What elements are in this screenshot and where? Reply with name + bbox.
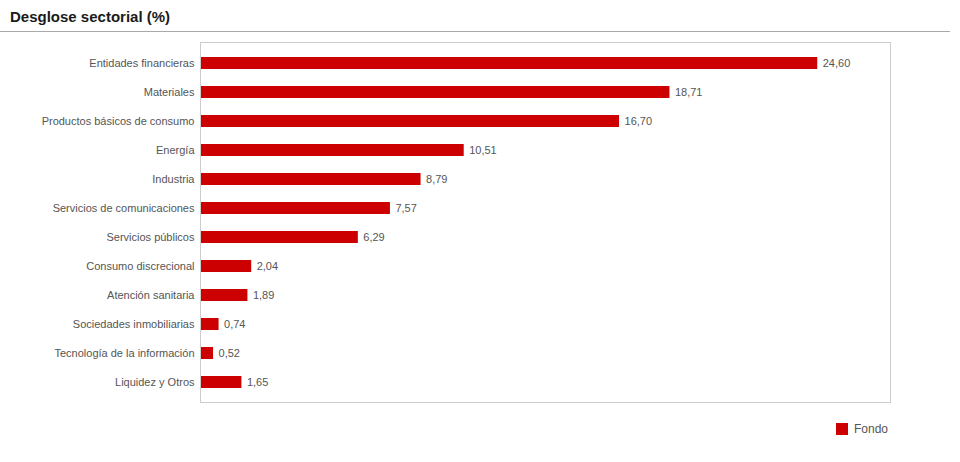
svg-text:10,51: 10,51 — [469, 144, 497, 156]
svg-text:Atención sanitaria: Atención sanitaria — [107, 289, 195, 301]
svg-text:Entidades financieras: Entidades financieras — [89, 57, 195, 69]
svg-text:Servicios de comunicaciones: Servicios de comunicaciones — [53, 202, 195, 214]
svg-text:16,70: 16,70 — [625, 115, 653, 127]
svg-text:Materiales: Materiales — [144, 86, 195, 98]
svg-text:0,52: 0,52 — [219, 347, 240, 359]
svg-text:Industria: Industria — [152, 173, 195, 185]
svg-text:0,74: 0,74 — [224, 318, 245, 330]
svg-text:24,60: 24,60 — [823, 57, 851, 69]
svg-text:Consumo discrecional: Consumo discrecional — [86, 260, 194, 272]
svg-text:8,79: 8,79 — [426, 173, 447, 185]
svg-text:Energía: Energía — [156, 144, 195, 156]
svg-text:Servicios públicos: Servicios públicos — [106, 231, 195, 243]
svg-text:Liquidez y Otros: Liquidez y Otros — [115, 376, 195, 388]
svg-text:1,65: 1,65 — [247, 376, 268, 388]
svg-text:Sociedades inmobiliarias: Sociedades inmobiliarias — [73, 318, 195, 330]
svg-text:Tecnología de la información: Tecnología de la información — [54, 347, 194, 359]
svg-text:2,04: 2,04 — [257, 260, 278, 272]
svg-text:Productos básicos de consumo: Productos básicos de consumo — [42, 115, 195, 127]
html-text:Fondo: Fondo — [854, 421, 888, 436]
svg-text:18,71: 18,71 — [675, 86, 703, 98]
svg-text:7,57: 7,57 — [395, 202, 416, 214]
svg-text:6,29: 6,29 — [363, 231, 384, 243]
html-text:Desglose sectorial (%): Desglose sectorial (%) — [10, 8, 171, 25]
svg-text:1,89: 1,89 — [253, 289, 274, 301]
